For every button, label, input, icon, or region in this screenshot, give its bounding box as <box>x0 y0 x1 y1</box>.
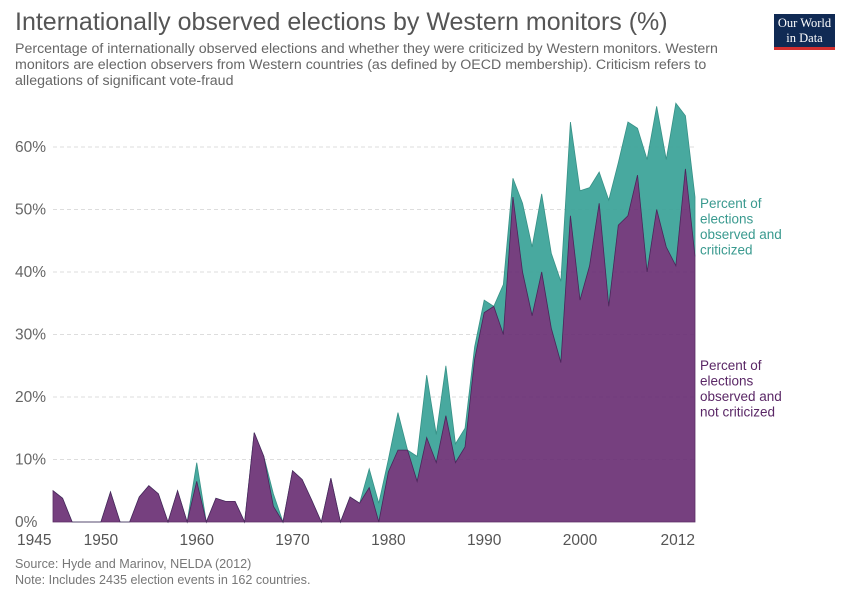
x-tick-label: 1970 <box>275 532 310 549</box>
owid-logo[interactable]: Our World in Data <box>774 14 835 50</box>
x-tick-label: 1990 <box>467 532 502 549</box>
source-text: Source: Hyde and Marinov, NELDA (2012) <box>15 557 252 571</box>
chart-area: 0% 10% 20% 30% 40% 50% 60% 1945 1950 1960 1970 1980… <box>15 102 782 549</box>
chart-title: Internationally observed elections by We… <box>15 8 668 36</box>
logo-line-2: in Data <box>786 31 823 45</box>
note-text: Note: Includes 2435 election events in 1… <box>15 573 311 587</box>
x-tick-label: 2000 <box>563 532 598 549</box>
logo-line-1: Our World <box>777 16 832 30</box>
x-tick-label: 1950 <box>84 532 119 549</box>
y-tick-label: 60% <box>15 139 46 156</box>
x-tick-label: 1945 <box>17 532 51 549</box>
y-tick-label: 30% <box>15 327 46 344</box>
y-tick-label: 0% <box>15 514 38 531</box>
x-tick-label: 1960 <box>179 532 214 549</box>
y-tick-label: 40% <box>15 264 46 281</box>
legend-label-not-criticized: Percent of elections observed and not criti… <box>700 358 782 420</box>
chart-footer: Source: Hyde and Marinov, NELDA (2012) N… <box>15 556 310 588</box>
y-tick-label: 20% <box>15 389 46 406</box>
y-tick-label: 10% <box>15 452 46 469</box>
y-tick-label: 50% <box>15 202 46 219</box>
legend-label-criticized: Percent of elections observed and criticize… <box>700 196 782 258</box>
x-tick-label: 2012 <box>661 532 695 549</box>
x-tick-label: 1980 <box>371 532 406 549</box>
series-area-not-criticized <box>52 168 696 524</box>
chart-subtitle: Percentage of internationally observed e… <box>15 41 718 89</box>
